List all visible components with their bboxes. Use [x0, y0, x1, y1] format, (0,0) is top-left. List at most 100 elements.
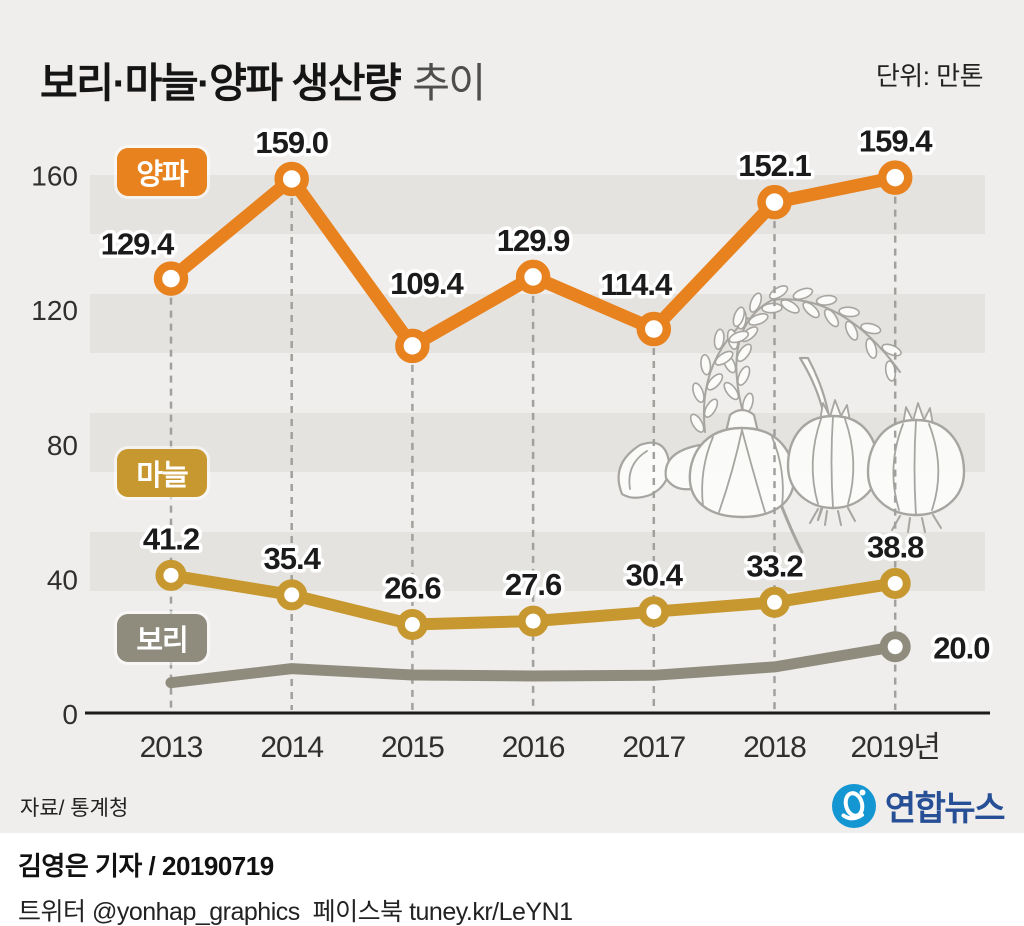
onion-line [928, 423, 940, 511]
garlic-marker [638, 596, 670, 628]
onion-marker [636, 311, 672, 347]
garlic-value-label: 33.2 [746, 548, 802, 583]
grain [728, 330, 750, 344]
grain [737, 365, 751, 386]
x-tick-label: 2017 [622, 731, 685, 764]
onion-marker [395, 328, 430, 364]
onion-value-label: 159.0 [255, 125, 328, 160]
onion-line [830, 415, 834, 509]
grain [703, 398, 719, 418]
grain [749, 292, 763, 313]
grain [792, 287, 814, 301]
garlic-value-label: 35.4 [264, 541, 322, 576]
grain [714, 350, 734, 366]
grain [748, 313, 769, 326]
onion-line [811, 418, 822, 505]
garlic-value-label: 41.2 [143, 521, 199, 556]
garlic-marker [879, 567, 911, 599]
x-tick-label: 2014 [260, 731, 323, 764]
garlic-bulb [688, 426, 796, 519]
logo-circle [831, 783, 876, 828]
onion-line [892, 423, 904, 511]
garlic-value-label: 26.6 [384, 571, 441, 606]
grain [802, 301, 820, 319]
chart-panel: 보리·마늘·양파 생산량 추이 단위: 만톤 129.4 159.0 109.4 129… [0, 0, 1024, 833]
garlic-marker [155, 559, 187, 591]
grain [780, 299, 800, 314]
barley-line [165, 641, 901, 689]
grain [736, 343, 752, 363]
page-title: 보리·마늘·양파 생산량 추이 [40, 49, 486, 109]
credits-footer: 김영은 기자 / 20190719 트위터 @yonhap_graphics 페… [0, 833, 1024, 926]
barley-value-label: 20.0 [933, 631, 989, 666]
garlic-line [741, 429, 766, 513]
grain [865, 337, 878, 359]
title-main: 보리·마늘·양파 생산량 [40, 60, 402, 107]
byline: 김영은 기자 / 20190719 [18, 851, 274, 881]
grain [761, 302, 783, 314]
onion-roots [809, 507, 856, 526]
grain [723, 381, 740, 401]
grain [844, 320, 859, 341]
y-tick-label: 160 [31, 161, 78, 192]
garlic-marker [396, 608, 428, 640]
series-badge-garlic: 마늘 [117, 449, 207, 497]
onion-value-label: 129.9 [497, 223, 570, 258]
grain-stem [735, 299, 773, 431]
x-tick-label: 2016 [502, 731, 565, 764]
onion-value-label: 109.4 [390, 266, 464, 301]
social-credits: 트위터 @yonhap_graphics 페이스북 tuney.kr/LeYN1 [18, 898, 573, 926]
onion-marker [274, 161, 309, 197]
garlic-line [701, 436, 714, 507]
production-line-chart: 129.4 159.0 109.4 129.9 114.4 152.1 159.4 41.2 3… [31, 123, 991, 764]
grain [706, 373, 724, 391]
yonhap-logo-text: 연합뉴스 [884, 790, 1006, 828]
source-label: 자료/ 통계청 [20, 797, 129, 820]
yonhap-logo-icon [831, 783, 876, 828]
yonhap-logo: 연합뉴스 [831, 781, 1006, 830]
onion-value-label: 152.1 [738, 148, 811, 183]
grain [768, 285, 789, 300]
grain [713, 328, 725, 351]
onion-marker [153, 261, 189, 296]
title-sub: 추이 [412, 60, 486, 107]
garlic-line [718, 429, 743, 513]
logo-tail [841, 812, 864, 820]
clove-line [628, 450, 648, 490]
grain [692, 382, 705, 404]
garlic-value-label: 27.6 [505, 567, 562, 602]
garlic-marker [759, 586, 790, 618]
series-badge-barley: 보리 [117, 614, 207, 662]
x-tick-label: 2015 [381, 731, 444, 764]
x-tick-label: 2013 [140, 731, 203, 764]
grain-stem [702, 317, 749, 433]
onion-marker [877, 160, 913, 195]
onion-marker [757, 184, 792, 220]
x-tick-label: 2018 [743, 731, 806, 764]
y-tick-label: 40 [47, 564, 78, 595]
barley-marker [879, 631, 911, 663]
grain [732, 306, 746, 328]
grain [838, 306, 860, 318]
garlic-marker [517, 605, 549, 637]
grain [860, 322, 882, 335]
onion-value-label: 129.4 [101, 227, 175, 262]
garlic-value-label: 30.4 [626, 558, 684, 593]
unit-label: 단위: 만톤 [875, 61, 984, 91]
x-tick-label: 2019년 [851, 731, 940, 764]
grain [823, 308, 840, 328]
onion-marker [515, 259, 551, 295]
onion-value-label: 114.4 [600, 267, 673, 302]
grain [700, 353, 712, 376]
garlic-value-label: 38.8 [867, 529, 924, 564]
y-tick-label: 80 [47, 430, 78, 461]
onion-line [844, 418, 855, 505]
grain-stem [771, 298, 901, 373]
grain [689, 413, 705, 433]
onion-value-label: 159.4 [859, 124, 933, 159]
logo-dot [859, 789, 866, 795]
garlic-marker [276, 579, 308, 611]
grain [815, 294, 838, 306]
y-tick-label: 0 [62, 699, 78, 730]
